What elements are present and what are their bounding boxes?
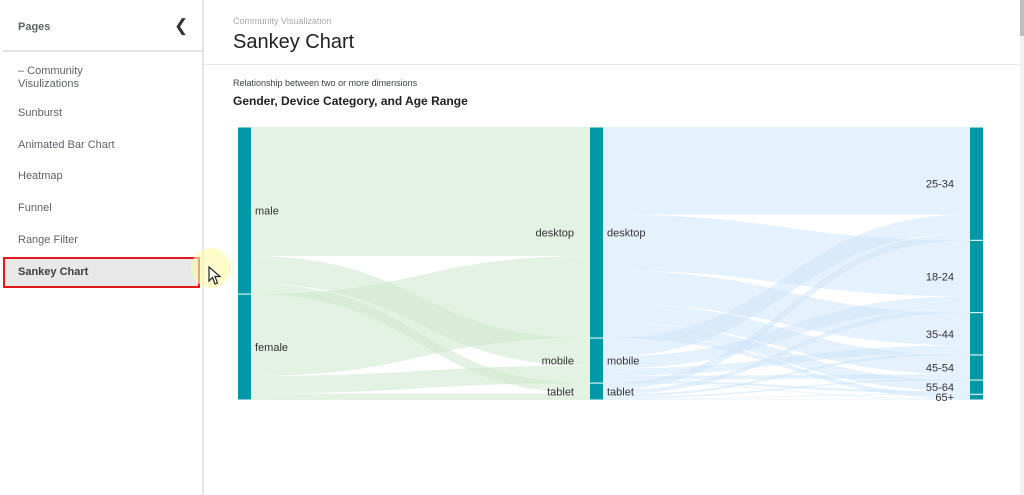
page-title: Sankey Chart xyxy=(233,31,355,53)
mouse-cursor-icon xyxy=(208,266,222,285)
sidebar-item-range-filter[interactable]: Range Filter xyxy=(18,234,78,246)
node-label-male: male xyxy=(255,206,279,218)
link-tablet-45-54[interactable] xyxy=(603,378,970,399)
link-desktop-55-64[interactable] xyxy=(603,322,970,391)
node-label-mobile-in: mobile xyxy=(542,356,574,368)
node-65+[interactable] xyxy=(970,394,983,400)
node-label-18-24: 18-24 xyxy=(926,271,954,283)
node-18-24[interactable] xyxy=(970,240,983,313)
node-label-65+: 65+ xyxy=(935,392,954,404)
pages-sidebar: Pages ❮ – Community Visulizations Sunbur… xyxy=(0,0,204,495)
link-mobile-45-54[interactable] xyxy=(603,374,970,380)
node-tablet[interactable] xyxy=(590,383,603,400)
chart-title: Gender, Device Category, and Age Range xyxy=(233,94,468,108)
link-tablet-65+[interactable] xyxy=(603,399,970,400)
node-label-tablet-in: tablet xyxy=(547,387,574,399)
node-25-34[interactable] xyxy=(970,127,983,240)
sidebar-item-sankey-chart[interactable]: Sankey Chart xyxy=(3,257,200,288)
node-label-female: female xyxy=(255,342,288,354)
link-tablet-18-24[interactable] xyxy=(603,308,970,395)
page-scrollbar[interactable] xyxy=(1020,0,1024,495)
report-page: Community Visualization Sankey Chart Rel… xyxy=(204,0,1020,495)
node-desktop[interactable] xyxy=(590,127,603,338)
node-label-25-34: 25-34 xyxy=(926,179,954,191)
node-label-mobile: mobile xyxy=(607,356,639,368)
node-label-tablet: tablet xyxy=(607,387,634,399)
sidebar-item-label: Sankey Chart xyxy=(18,266,89,278)
page-header: Community Visualization Sankey Chart xyxy=(204,0,1020,65)
breadcrumb: Community Visualization xyxy=(233,16,332,26)
link-tablet-35-44[interactable] xyxy=(603,352,970,397)
chevron-left-icon[interactable]: ❮ xyxy=(174,16,189,35)
link-tablet-55-64[interactable] xyxy=(603,393,970,400)
link-male-desktop[interactable] xyxy=(251,127,590,257)
sidebar-item-funnel[interactable]: Funnel xyxy=(18,202,52,214)
link-female-tablet[interactable] xyxy=(251,393,590,400)
sidebar-item-sunburst[interactable]: Sunburst xyxy=(18,107,63,119)
node-mobile[interactable] xyxy=(590,338,603,383)
node-label-desktop: desktop xyxy=(607,228,646,240)
link-mobile-25-34[interactable] xyxy=(603,214,970,357)
link-female-mobile[interactable] xyxy=(251,365,590,394)
link-desktop-35-44[interactable] xyxy=(603,270,970,346)
node-label-45-54: 45-54 xyxy=(926,363,954,375)
link-mobile-65+[interactable] xyxy=(603,382,970,400)
sidebar-header: Pages ❮ xyxy=(3,0,202,52)
node-label-desktop-in: desktop xyxy=(535,228,574,240)
scrollbar-thumb[interactable] xyxy=(1020,0,1024,36)
sidebar-item-animated-bar-chart[interactable]: Animated Bar Chart xyxy=(18,139,115,151)
node-55-64[interactable] xyxy=(970,380,983,394)
link-desktop-45-54[interactable] xyxy=(603,303,970,375)
sidebar-title: Pages xyxy=(18,21,51,33)
link-mobile-18-24[interactable] xyxy=(603,296,970,369)
link-desktop-25-34[interactable] xyxy=(603,127,970,215)
sidebar-item-heatmap[interactable]: Heatmap xyxy=(18,170,63,182)
sankey-chart: male female desktop desktop mobile mobile tabl… xyxy=(238,127,983,404)
link-desktop-18-24[interactable] xyxy=(603,214,970,297)
node-label-35-44: 35-44 xyxy=(926,329,954,341)
link-tablet-25-34[interactable] xyxy=(603,233,970,391)
links xyxy=(251,127,970,400)
sidebar-item-community-visualizations[interactable]: – Community Visulizations xyxy=(18,65,83,90)
node-45-54[interactable] xyxy=(970,355,983,380)
node-female[interactable] xyxy=(238,294,251,400)
chart-subtitle: Relationship between two or more dimensi… xyxy=(233,78,418,88)
node-label-55-64: 55-64 xyxy=(926,382,954,394)
node-35-44[interactable] xyxy=(970,313,983,355)
node-male[interactable] xyxy=(238,127,251,294)
link-desktop-65+[interactable] xyxy=(603,333,970,399)
link-female-desktop[interactable] xyxy=(251,256,590,376)
